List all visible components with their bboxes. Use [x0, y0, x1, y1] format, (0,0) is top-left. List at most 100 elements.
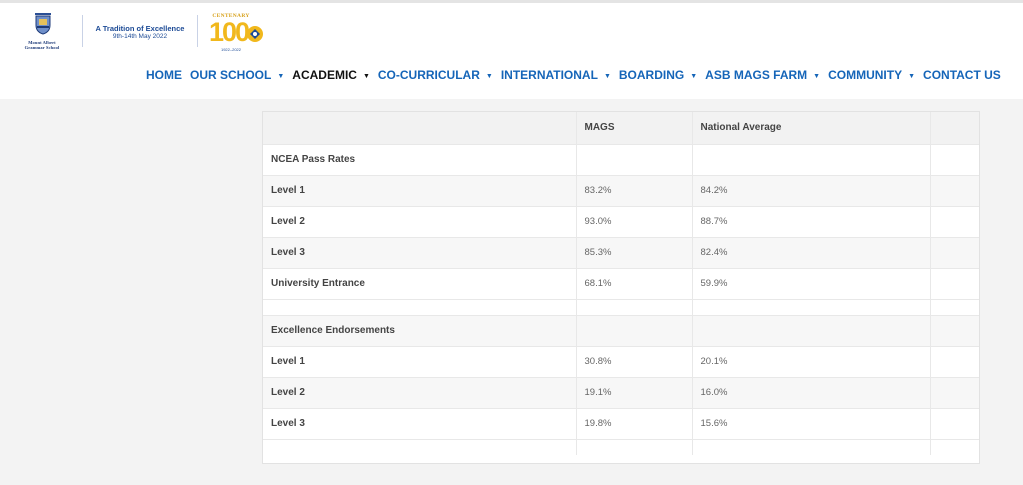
site-header: Mount Albert Grammar School A Tradition …	[0, 3, 1023, 99]
chevron-down-icon[interactable]: ▼	[277, 72, 285, 80]
ncea-results-table: MAGS National Average NCEA Pass Rates Level…	[263, 112, 979, 455]
national-average-value	[692, 439, 931, 455]
row-label: Excellence Endorsements	[263, 315, 577, 347]
mags-value	[576, 299, 693, 316]
empty-cell	[930, 346, 979, 378]
nav-item-academic[interactable]: ACADEMIC ▼	[292, 68, 370, 82]
nav-item-label: INTERNATIONAL	[500, 68, 598, 82]
row-label: Level 1	[263, 346, 577, 378]
nav-item-co-curricular[interactable]: CO-CURRICULAR ▼	[378, 68, 493, 82]
national-average-value: 20.1%	[692, 346, 931, 378]
centenary-emblem-icon	[247, 26, 263, 42]
nav-item-label: CONTACT US	[923, 68, 1001, 82]
header-divider	[82, 15, 83, 47]
nav-item-home[interactable]: HOME	[146, 68, 182, 82]
chevron-down-icon[interactable]: ▼	[485, 72, 493, 80]
national-average-value: 84.2%	[692, 175, 931, 207]
empty-cell	[930, 237, 979, 269]
results-table-container: MAGS National Average NCEA Pass Rates Level…	[262, 111, 980, 464]
chevron-down-icon[interactable]: ▼	[813, 72, 821, 80]
school-name: Mount Albert Grammar School	[24, 40, 60, 50]
table-row: Level 1 30.8% 20.1%	[263, 346, 979, 378]
mags-value: 93.0%	[576, 206, 693, 238]
national-average-value: 16.0%	[692, 377, 931, 409]
national-average-value: 15.6%	[692, 408, 931, 440]
chevron-down-icon[interactable]: ▼	[362, 72, 370, 80]
national-average-value	[692, 299, 931, 316]
national-average-value: 82.4%	[692, 237, 931, 269]
mags-value: 19.8%	[576, 408, 693, 440]
nav-item-label: COMMUNITY	[828, 68, 903, 82]
nav-item-contact-us[interactable]: CONTACT US	[923, 68, 1001, 82]
nav-item-community[interactable]: COMMUNITY ▼	[828, 68, 915, 82]
empty-cell	[930, 315, 979, 347]
chevron-down-icon[interactable]: ▼	[690, 72, 698, 80]
table-row: Level 3 85.3% 82.4%	[263, 237, 979, 269]
column-header	[930, 112, 979, 145]
mags-value: 19.1%	[576, 377, 693, 409]
nav-item-label: BOARDING	[618, 68, 685, 82]
school-logo[interactable]: Mount Albert Grammar School	[14, 13, 68, 53]
row-label: Level 1	[263, 175, 577, 207]
empty-cell	[930, 377, 979, 409]
nav-item-label: OUR SCHOOL	[190, 68, 272, 82]
mags-value	[576, 144, 693, 176]
national-average-value: 59.9%	[692, 268, 931, 300]
chevron-down-icon[interactable]: ▼	[908, 72, 916, 80]
tagline: A Tradition of Excellence 9th-14th May 2…	[90, 24, 190, 41]
nav-item-label: ACADEMIC	[292, 68, 357, 82]
column-header: MAGS	[576, 112, 693, 145]
row-label: Level 3	[263, 408, 577, 440]
spacer-row	[263, 299, 979, 316]
empty-cell	[930, 299, 979, 316]
empty-cell	[930, 439, 979, 455]
chevron-down-icon[interactable]: ▼	[603, 72, 611, 80]
centenary-years: 1922–2022	[220, 47, 242, 52]
empty-cell	[930, 268, 979, 300]
table-header-row: MAGS National Average	[263, 112, 979, 145]
national-average-value	[692, 144, 931, 176]
row-label: NCEA Pass Rates	[263, 144, 577, 176]
spacer-row	[263, 439, 979, 455]
mags-value	[576, 315, 693, 347]
table-row: Level 2 93.0% 88.7%	[263, 206, 979, 238]
nav-item-our-school[interactable]: OUR SCHOOL ▼	[190, 68, 284, 82]
empty-cell	[930, 408, 979, 440]
national-average-value: 88.7%	[692, 206, 931, 238]
nav-item-asb-mags-farm[interactable]: ASB MAGS FARM ▼	[705, 68, 820, 82]
empty-cell	[930, 144, 979, 176]
table-row: Level 1 83.2% 84.2%	[263, 175, 979, 207]
section-header-row: NCEA Pass Rates	[263, 144, 979, 176]
table-row: Level 3 19.8% 15.6%	[263, 408, 979, 440]
nav-item-label: CO-CURRICULAR	[377, 68, 480, 82]
column-header: National Average	[692, 112, 931, 145]
row-label	[263, 439, 577, 455]
row-label: University Entrance	[263, 268, 577, 300]
browser-top-edge	[0, 0, 1023, 3]
empty-cell	[930, 175, 979, 207]
mags-value: 83.2%	[576, 175, 693, 207]
row-label: Level 3	[263, 237, 577, 269]
row-label	[263, 299, 577, 316]
row-label: Level 2	[263, 206, 577, 238]
main-nav: HOME OUR SCHOOL ▼ ACADEMIC ▼ CO-CURRICULAR ▼ IN…	[146, 68, 1001, 82]
column-header	[263, 112, 577, 145]
centenary-number: 100	[209, 17, 250, 47]
tagline-dates: 9th-14th May 2022	[112, 33, 168, 40]
centenary-logo[interactable]: CENTENARY 100 1922–2022	[205, 13, 269, 55]
nav-item-international[interactable]: INTERNATIONAL ▼	[501, 68, 611, 82]
table-row: Level 2 19.1% 16.0%	[263, 377, 979, 409]
mags-value	[576, 439, 693, 455]
mags-value: 68.1%	[576, 268, 693, 300]
nav-item-label: HOME	[146, 68, 182, 82]
row-label: Level 2	[263, 377, 577, 409]
nav-item-label: ASB MAGS FARM	[705, 68, 808, 82]
table-row: University Entrance 68.1% 59.9%	[263, 268, 979, 300]
tagline-title: A Tradition of Excellence	[95, 24, 185, 33]
header-divider	[197, 15, 198, 47]
section-header-row: Excellence Endorsements	[263, 315, 979, 347]
mags-value: 30.8%	[576, 346, 693, 378]
nav-item-boarding[interactable]: BOARDING ▼	[619, 68, 697, 82]
centenary-label: CENTENARY	[212, 13, 250, 19]
national-average-value	[692, 315, 931, 347]
